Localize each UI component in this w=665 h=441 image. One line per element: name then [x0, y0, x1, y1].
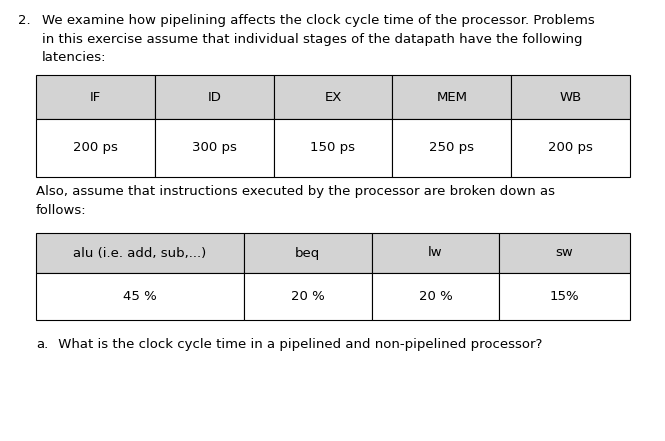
Text: What is the clock cycle time in a pipelined and non-pipelined processor?: What is the clock cycle time in a pipeli… [54, 338, 543, 351]
Text: 200 ps: 200 ps [73, 142, 118, 154]
Text: sw: sw [556, 247, 573, 259]
Text: alu (i.e. add, sub,...): alu (i.e. add, sub,...) [73, 247, 207, 259]
Bar [372, 273, 499, 320]
Text: 45 %: 45 % [123, 290, 157, 303]
Text: WB: WB [559, 90, 582, 104]
Text: 200 ps: 200 ps [548, 142, 593, 154]
Bar [244, 273, 372, 320]
Text: 2.: 2. [18, 14, 31, 27]
Text: a.: a. [36, 338, 49, 351]
Text: 250 ps: 250 ps [430, 142, 474, 154]
Text: We examine how pipelining affects the clock cycle time of the processor. Problem: We examine how pipelining affects the cl… [42, 14, 595, 64]
Text: 20 %: 20 % [291, 290, 325, 303]
Bar [499, 233, 630, 273]
Bar [36, 273, 244, 320]
Bar [392, 75, 511, 119]
Bar [155, 119, 273, 177]
Bar [392, 119, 511, 177]
Text: EX: EX [325, 90, 342, 104]
Bar [511, 119, 630, 177]
Bar [273, 75, 392, 119]
Text: Also, assume that instructions executed by the processor are broken down as
foll: Also, assume that instructions executed … [36, 185, 555, 217]
Bar [36, 75, 155, 119]
Text: beq: beq [295, 247, 321, 259]
Bar [36, 119, 155, 177]
Text: 20 %: 20 % [418, 290, 452, 303]
Text: 15%: 15% [550, 290, 579, 303]
Bar [155, 75, 273, 119]
Text: lw: lw [428, 247, 443, 259]
Bar [273, 119, 392, 177]
Text: 300 ps: 300 ps [192, 142, 237, 154]
Text: ID: ID [207, 90, 221, 104]
Bar [511, 75, 630, 119]
Text: MEM: MEM [436, 90, 467, 104]
Bar [244, 233, 372, 273]
Bar [372, 233, 499, 273]
Text: 150 ps: 150 ps [311, 142, 356, 154]
Bar [36, 233, 244, 273]
Text: IF: IF [90, 90, 101, 104]
Bar [499, 273, 630, 320]
